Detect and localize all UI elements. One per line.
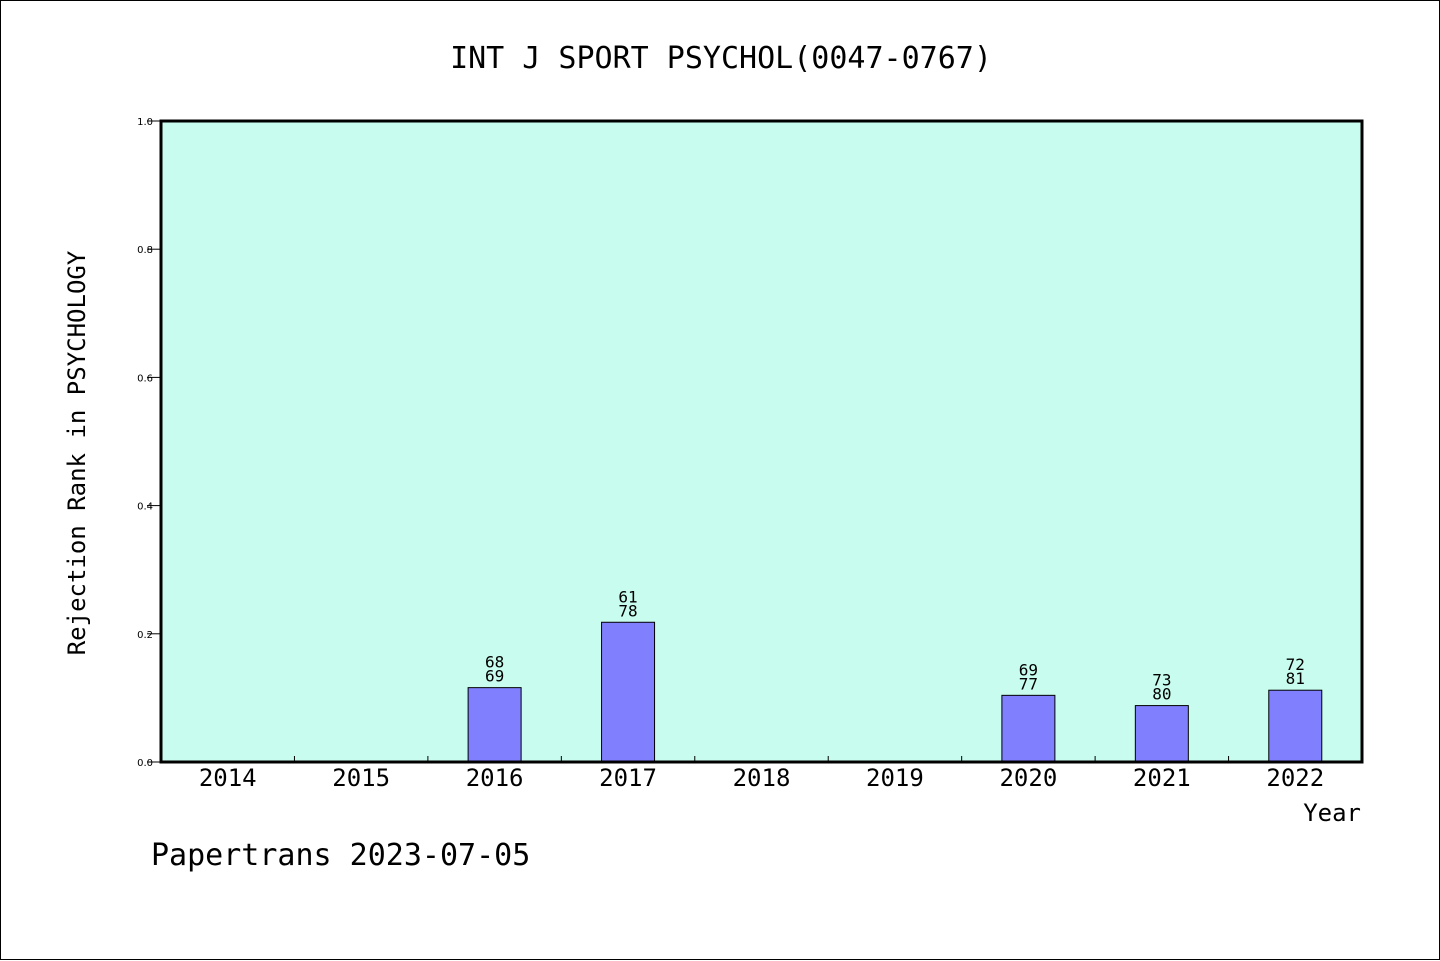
bar-data-label: 77 xyxy=(1019,674,1038,693)
plot-area xyxy=(161,121,1362,762)
chart-title: INT J SPORT PSYCHOL(0047-0767) xyxy=(450,41,992,76)
y-axis-ticks: 0.0 0.2 0.4 0.6 0.8 1.0 xyxy=(137,117,161,769)
x-tick-label: 2017 xyxy=(599,764,657,792)
x-tick-label: 2014 xyxy=(199,764,257,792)
bar-data-label: 73 xyxy=(1152,671,1171,690)
bar-data-label: 80 xyxy=(1152,685,1171,704)
x-axis-ticks: 2014 2015 2016 2017 2018 2019 2020 2021 2022 xyxy=(199,756,1324,792)
bar-data-label: 81 xyxy=(1286,669,1305,688)
y-tick-label: 0.8 xyxy=(137,245,153,256)
bar-2017 xyxy=(601,621,656,763)
footer-caption: Papertrans 2023-07-05 xyxy=(151,838,530,873)
bar-data-label: 72 xyxy=(1286,655,1305,674)
bars-layer xyxy=(467,621,1323,763)
bar-data-label: 69 xyxy=(485,667,504,686)
x-tick-label: 2019 xyxy=(866,764,924,792)
plot-border xyxy=(159,119,1364,764)
bar-data-label: 68 xyxy=(485,653,504,672)
bar-data-label: 69 xyxy=(1019,660,1038,679)
y-tick-label: 0.6 xyxy=(137,373,153,384)
x-tick-label: 2022 xyxy=(1266,764,1324,792)
y-axis-label: Rejection Rank in PSYCHOLOGY xyxy=(63,250,91,655)
bar-2021 xyxy=(1134,705,1189,763)
x-tick-label: 2015 xyxy=(332,764,390,792)
y-tick-label: 0.4 xyxy=(137,502,153,513)
x-tick-label: 2018 xyxy=(733,764,791,792)
y-tick-label: 0.0 xyxy=(137,758,153,769)
bar-2016 xyxy=(467,687,522,763)
x-tick-label: 2016 xyxy=(466,764,524,792)
bar-2022 xyxy=(1268,689,1323,763)
x-axis-label: Year xyxy=(1303,799,1361,827)
y-tick-label: 0.2 xyxy=(137,630,153,641)
bar-data-label: 78 xyxy=(618,601,637,620)
x-tick-label: 2020 xyxy=(999,764,1057,792)
x-tick-label: 2021 xyxy=(1133,764,1191,792)
bar-2020 xyxy=(1001,694,1056,763)
y-tick-label: 1.0 xyxy=(137,117,153,128)
bar-data-label: 61 xyxy=(618,587,637,606)
